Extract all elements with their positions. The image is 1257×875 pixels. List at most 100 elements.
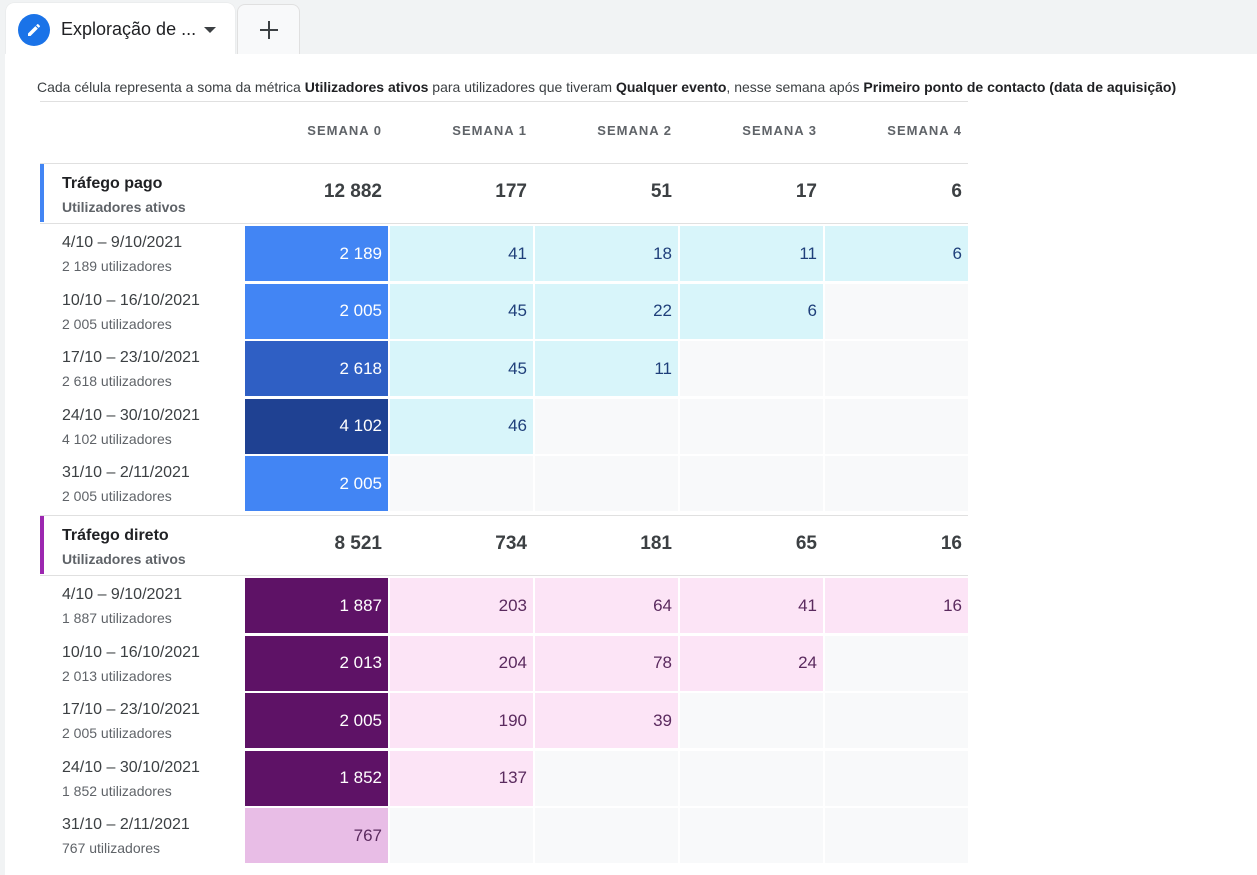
cohort-cell[interactable]: 190 bbox=[390, 693, 533, 748]
cohort-range: 31/10 – 2/11/2021 bbox=[62, 816, 190, 833]
cohort-cell[interactable]: 45 bbox=[390, 341, 533, 396]
cohort-users: 2 618 utilizadores bbox=[62, 373, 172, 389]
empty-cell bbox=[535, 398, 678, 454]
cohort-users: 2 005 utilizadores bbox=[62, 315, 172, 332]
group-metric: Utilizadores ativos bbox=[62, 199, 186, 215]
cohort-users: 4 102 utilizadores bbox=[62, 430, 172, 447]
cohort-cell[interactable]: 78 bbox=[535, 635, 678, 691]
cohort-range: 10/10 – 16/10/2021 bbox=[62, 643, 200, 661]
divider bbox=[40, 101, 968, 102]
cohort-cell[interactable]: 1 887 bbox=[245, 578, 388, 633]
group-accent-bar bbox=[40, 164, 44, 222]
tab-bar: Exploração de ... + bbox=[0, 0, 1257, 54]
cohort-users: 2 005 utilizadores bbox=[62, 488, 172, 504]
cohort-cell[interactable]: 24 bbox=[680, 635, 823, 691]
cohort-cell[interactable]: 11 bbox=[535, 341, 678, 396]
empty-cell bbox=[680, 398, 823, 454]
group-total-week-0: 8 521 bbox=[334, 533, 382, 554]
cohort-cell[interactable]: 45 bbox=[390, 283, 533, 339]
cohort-cell[interactable]: 22 bbox=[535, 283, 678, 339]
cohort-cell[interactable]: 41 bbox=[390, 226, 533, 281]
cohort-cell[interactable]: 137 bbox=[390, 750, 533, 806]
cohort-range: 24/10 – 30/10/2021 bbox=[62, 758, 200, 776]
column-header-week-2: SEMANA 2 bbox=[597, 123, 672, 138]
empty-cell bbox=[535, 456, 678, 511]
empty-cell bbox=[825, 808, 968, 863]
tab-title: Exploração de ... bbox=[61, 19, 197, 39]
empty-cell bbox=[390, 808, 533, 863]
divider bbox=[40, 163, 968, 164]
plus-icon bbox=[259, 20, 278, 39]
column-header-week-4: SEMANA 4 bbox=[887, 123, 962, 138]
empty-cell bbox=[825, 456, 968, 511]
group-total-week-3: 17 bbox=[795, 181, 817, 202]
cohort-cell[interactable]: 2 005 bbox=[245, 693, 388, 748]
column-header-week-0: SEMANA 0 bbox=[307, 123, 382, 138]
group-accent-bar bbox=[40, 516, 44, 574]
cohort-cell[interactable]: 2 013 bbox=[245, 635, 388, 691]
cohort-cell[interactable]: 2 189 bbox=[245, 226, 388, 281]
cohort-description: Cada célula representa a soma da métrica… bbox=[37, 79, 1177, 95]
cohort-cell[interactable]: 46 bbox=[390, 398, 533, 454]
divider bbox=[40, 575, 968, 576]
empty-cell bbox=[535, 750, 678, 806]
cohort-cell[interactable]: 39 bbox=[535, 693, 678, 748]
group-total-week-2: 181 bbox=[640, 533, 672, 554]
cohort-cell[interactable]: 6 bbox=[680, 283, 823, 339]
cohort-cell[interactable]: 767 bbox=[245, 808, 388, 863]
cohort-cell[interactable]: 41 bbox=[680, 578, 823, 633]
empty-cell bbox=[825, 283, 968, 339]
group-total-week-1: 734 bbox=[495, 533, 527, 554]
group-total-week-1: 177 bbox=[495, 181, 527, 202]
caret-down-icon[interactable] bbox=[204, 27, 216, 33]
empty-cell bbox=[680, 341, 823, 396]
group-total-week-4: 6 bbox=[951, 181, 962, 202]
cohort-range: 17/10 – 23/10/2021 bbox=[62, 701, 200, 718]
cohort-cell[interactable]: 16 bbox=[825, 578, 968, 633]
divider bbox=[40, 223, 968, 224]
cohort-cell[interactable]: 2 005 bbox=[245, 283, 388, 339]
empty-cell bbox=[680, 750, 823, 806]
group-total-week-3: 65 bbox=[795, 533, 817, 554]
cohort-range: 31/10 – 2/11/2021 bbox=[62, 464, 190, 481]
cohort-cell[interactable]: 64 bbox=[535, 578, 678, 633]
cohort-cell[interactable]: 6 bbox=[825, 226, 968, 281]
cohort-range: 10/10 – 16/10/2021 bbox=[62, 291, 200, 309]
cohort-users: 1 887 utilizadores bbox=[62, 610, 172, 626]
cohort-users: 767 utilizadores bbox=[62, 840, 161, 856]
cohort-cell[interactable]: 204 bbox=[390, 635, 533, 691]
tab-exploration[interactable]: Exploração de ... bbox=[6, 3, 235, 54]
group-total-week-4: 16 bbox=[940, 533, 962, 554]
cohort-cell[interactable]: 18 bbox=[535, 226, 678, 281]
group-name[interactable]: Tráfego direto bbox=[62, 527, 169, 544]
cohort-cell[interactable]: 11 bbox=[680, 226, 823, 281]
add-tab-button[interactable]: + bbox=[237, 4, 300, 54]
cohort-users: 1 852 utilizadores bbox=[62, 782, 172, 799]
cohort-range: 17/10 – 23/10/2021 bbox=[62, 349, 200, 366]
cohort-users: 2 189 utilizadores bbox=[62, 258, 172, 274]
empty-cell bbox=[825, 693, 968, 748]
column-header-week-1: SEMANA 1 bbox=[452, 123, 527, 138]
cohort-users: 2 013 utilizadores bbox=[62, 667, 172, 684]
cohort-cell[interactable]: 1 852 bbox=[245, 750, 388, 806]
divider bbox=[40, 515, 968, 516]
empty-cell bbox=[680, 808, 823, 863]
cohort-cell[interactable]: 2 005 bbox=[245, 456, 388, 511]
empty-cell bbox=[825, 635, 968, 691]
column-header-week-3: SEMANA 3 bbox=[742, 123, 817, 138]
cohort-cell[interactable]: 203 bbox=[390, 578, 533, 633]
empty-cell bbox=[680, 456, 823, 511]
group-metric: Utilizadores ativos bbox=[62, 551, 186, 567]
empty-cell bbox=[825, 398, 968, 454]
group-total-week-2: 51 bbox=[650, 181, 672, 202]
empty-cell bbox=[825, 750, 968, 806]
cohort-cell[interactable]: 2 618 bbox=[245, 341, 388, 396]
cohort-range: 4/10 – 9/10/2021 bbox=[62, 234, 183, 251]
cohort-cell[interactable]: 4 102 bbox=[245, 398, 388, 454]
empty-cell bbox=[390, 456, 533, 511]
pencil-icon[interactable] bbox=[18, 14, 50, 46]
group-total-week-0: 12 882 bbox=[323, 181, 382, 202]
cohort-users: 2 005 utilizadores bbox=[62, 725, 172, 741]
cohort-range: 4/10 – 9/10/2021 bbox=[62, 586, 183, 603]
group-name[interactable]: Tráfego pago bbox=[62, 175, 163, 192]
